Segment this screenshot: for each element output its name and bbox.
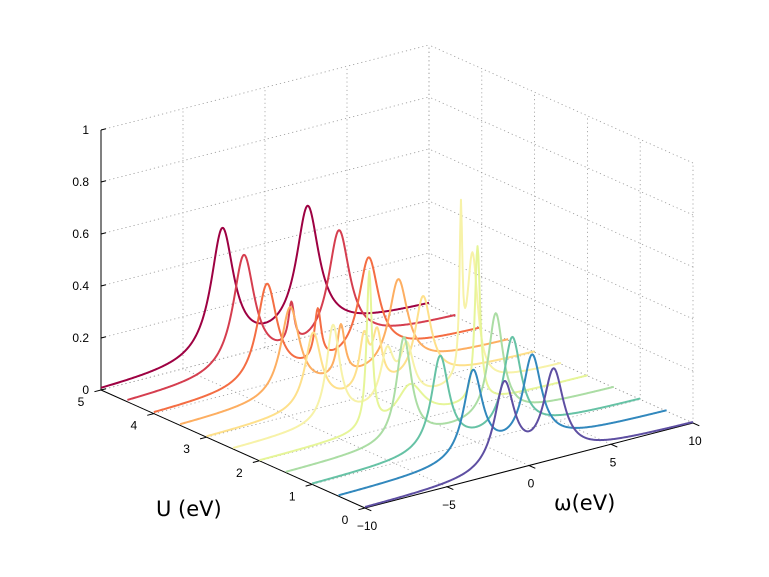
grid-line <box>259 375 588 462</box>
y-axis-line <box>100 389 366 509</box>
x-tick-mark <box>610 443 618 448</box>
grid-line <box>100 304 430 391</box>
series-line <box>338 353 667 497</box>
z-tick-mark <box>100 180 107 183</box>
z-tick-label: 0.8 <box>72 175 89 189</box>
z-tick-mark <box>100 388 107 391</box>
x-tick-mark <box>692 422 700 427</box>
grid-line <box>100 200 430 287</box>
y-axis-title: U (eV) <box>156 497 222 521</box>
series-line <box>206 295 535 438</box>
x-tick-label: 0 <box>528 477 535 491</box>
y-tick-label: 3 <box>183 442 190 456</box>
x-tick-label: 5 <box>610 455 617 469</box>
grid-line <box>428 148 694 268</box>
series-line <box>100 204 430 389</box>
series-line <box>364 367 694 508</box>
grid-layer <box>100 44 694 509</box>
series-line <box>127 229 456 401</box>
z-tick-label: 0.4 <box>72 279 89 293</box>
series-line <box>179 278 509 426</box>
y-tick-mark <box>358 507 366 511</box>
grid-line <box>428 96 694 216</box>
axis-frame <box>94 128 700 512</box>
grid-line <box>428 200 694 320</box>
series-layer <box>100 198 694 508</box>
series-line <box>311 335 641 485</box>
x-tick-label: 10 <box>688 434 702 448</box>
z-tick-label: 0.2 <box>72 331 89 345</box>
y-tick-mark <box>199 436 207 440</box>
z-tick-label: 1 <box>82 123 89 137</box>
series-line <box>153 256 483 414</box>
y-tick-label: 0 <box>342 513 349 527</box>
y-tick-label: 1 <box>289 489 296 503</box>
y-tick-label: 4 <box>130 419 137 433</box>
grid-line <box>153 328 482 414</box>
y-tick-label: 5 <box>78 395 85 409</box>
grid-line <box>100 44 430 131</box>
x-axis-title: ω(eV) <box>554 491 615 515</box>
grid-line <box>428 252 694 372</box>
grid-line <box>206 351 535 438</box>
z-tick-label: 0.6 <box>72 227 89 241</box>
z-tick-label: 0 <box>82 383 89 397</box>
z-tick-mark <box>100 232 107 235</box>
y-tick-label: 2 <box>236 466 243 480</box>
x-tick-label: −10 <box>357 519 378 533</box>
x-tick-mark <box>364 507 372 512</box>
z-tick-mark <box>100 284 107 287</box>
x-tick-mark <box>446 486 454 491</box>
grid-line <box>100 148 430 235</box>
z-tick-mark <box>100 128 107 131</box>
grid-line <box>428 44 694 164</box>
x-tick-label: −5 <box>442 498 456 512</box>
y-tick-mark <box>305 483 313 487</box>
series-line <box>285 312 615 473</box>
grid-line <box>312 399 641 485</box>
x-tick-mark <box>528 465 536 469</box>
grid-line <box>100 252 430 339</box>
y-tick-mark <box>94 389 102 393</box>
z-tick-mark <box>100 336 107 339</box>
series-line <box>259 245 588 462</box>
y-tick-mark <box>252 460 260 463</box>
y-tick-mark <box>147 413 154 416</box>
grid-line <box>100 96 430 183</box>
